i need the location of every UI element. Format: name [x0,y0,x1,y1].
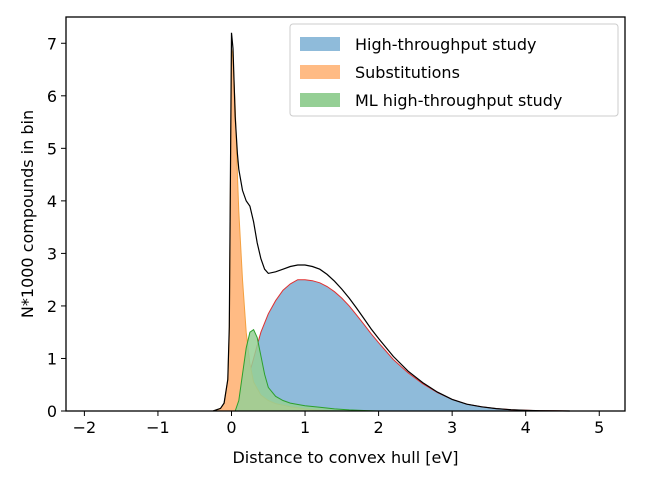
x-axis-label: Distance to convex hull [eV] [232,448,458,467]
y-axis-ticks: 0 1 2 3 4 5 6 7 [47,34,66,421]
legend-swatch-ml-high-throughput [300,93,340,107]
legend-label-high-throughput: High-throughput study [355,35,536,54]
y-tick-label: 6 [47,87,57,106]
series-edge-2 [234,328,379,412]
y-tick-label: 4 [47,192,57,211]
y-axis-label: N*1000 compounds in bin [18,110,37,318]
y-tick-label: 5 [47,139,57,158]
plot-frame [65,16,626,412]
legend: High-throughput study Substitutions ML h… [289,23,619,117]
y-tick-label: 3 [47,244,57,263]
x-tick-label: 3 [447,418,457,437]
series-area-1 [213,48,335,411]
x-tick-label: 4 [521,418,531,437]
x-tick-label: −1 [146,418,170,437]
y-tick-label: 7 [47,34,57,53]
x-tick-label: 2 [374,418,384,437]
series-layer [212,32,570,412]
legend-box [289,23,619,117]
x-tick-label: 0 [226,418,236,437]
legend-swatch-substitutions [300,65,340,79]
legend-label-substitutions: Substitutions [355,63,460,82]
legend-label-ml-high-throughput: ML high-throughput study [355,91,562,110]
x-tick-label: 1 [300,418,310,437]
series-area-2 [235,329,379,411]
y-tick-label: 2 [47,297,57,316]
y-tick-label: 1 [47,349,57,368]
x-axis-ticks: −2 −1 0 1 2 3 4 5 [73,411,604,437]
y-tick-label: 0 [47,402,57,421]
x-tick-label: −2 [73,418,97,437]
legend-swatch-high-throughput [300,37,340,51]
series-area-0 [231,279,570,411]
series-total-line [212,32,570,412]
x-tick-label: 5 [594,418,604,437]
